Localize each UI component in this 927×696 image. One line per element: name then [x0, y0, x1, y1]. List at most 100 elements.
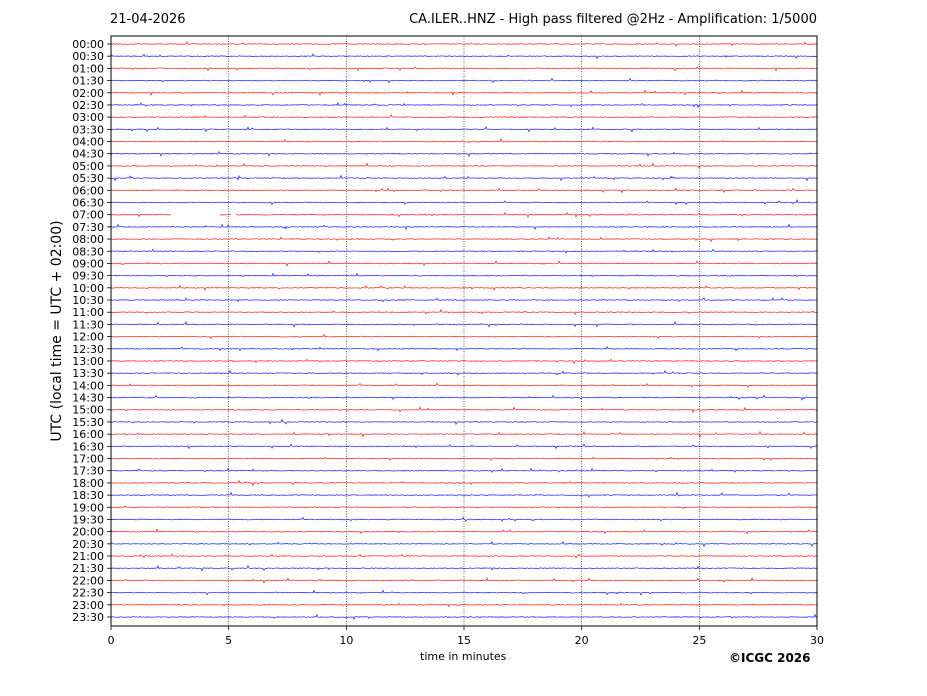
y-tick-label: 06:00 — [72, 184, 104, 197]
y-tick-label: 07:00 — [72, 209, 104, 222]
trace-1530 — [110, 418, 818, 426]
y-tick-label: 13:00 — [72, 355, 104, 368]
y-tick-label: 23:00 — [72, 599, 104, 612]
y-tick-label: 04:00 — [72, 136, 104, 149]
y-tick-label: 21:30 — [72, 562, 104, 575]
y-tick-label: 12:00 — [72, 331, 104, 344]
trace-0200 — [110, 89, 817, 97]
trace-0930 — [110, 272, 818, 278]
y-tick-label: 17:00 — [72, 453, 104, 466]
x-tick-label: 10 — [339, 634, 353, 647]
y-tick-label: 13:30 — [72, 367, 104, 380]
trace-1030 — [110, 297, 818, 303]
trace-0730 — [110, 223, 818, 231]
y-tick-label: 11:00 — [72, 306, 104, 319]
x-tick-label: 5 — [225, 634, 232, 647]
trace-0500 — [110, 162, 818, 169]
trace-1300 — [110, 358, 818, 365]
trace-1900 — [110, 505, 818, 510]
y-tick-label: 03:30 — [72, 123, 104, 136]
x-axis-label: time in minutes — [420, 650, 507, 663]
y-tick-label: 05:00 — [72, 160, 104, 173]
trace-1100 — [110, 308, 818, 316]
y-tick-label: 01:30 — [72, 75, 104, 88]
trace-1830 — [110, 491, 818, 498]
trace-2130 — [110, 564, 818, 572]
trace-1400 — [110, 382, 818, 388]
y-tick-label: 12:30 — [72, 343, 104, 356]
y-tick-label: 03:00 — [72, 111, 104, 124]
x-tick-label: 25 — [692, 634, 706, 647]
y-tick-label: 22:30 — [72, 587, 104, 600]
trace-2300 — [110, 602, 818, 608]
y-tick-label: 05:30 — [72, 172, 104, 185]
y-tick-label: 17:30 — [72, 465, 104, 478]
y-tick-label: 18:00 — [72, 477, 104, 490]
trace-0700 — [110, 211, 818, 219]
trace-0630 — [110, 199, 818, 206]
y-tick-label: 08:30 — [72, 245, 104, 258]
y-tick-label: 19:30 — [72, 513, 104, 526]
trace-1730 — [110, 467, 818, 474]
trace-0230 — [110, 102, 817, 109]
y-tick-label: 07:30 — [72, 221, 104, 234]
y-tick-label: 18:30 — [72, 489, 104, 502]
chart-title: CA.ILER..HNZ - High pass filtered @2Hz -… — [409, 12, 817, 27]
x-tick-label: 0 — [108, 634, 115, 647]
y-tick-label: 00:00 — [72, 38, 104, 51]
trace-0300 — [110, 113, 818, 119]
trace-1500 — [110, 406, 818, 414]
y-axis-label: UTC (local time = UTC + 02:00) — [49, 220, 65, 442]
y-tick-label: 22:00 — [72, 574, 104, 587]
trace-1200 — [110, 333, 818, 340]
y-tick-label: 19:00 — [72, 501, 104, 514]
trace-1230 — [110, 345, 818, 352]
y-tick-label: 09:00 — [72, 257, 104, 270]
y-tick-label: 02:30 — [72, 99, 104, 112]
trace-1430 — [110, 394, 818, 401]
y-tick-label: 15:00 — [72, 404, 104, 417]
trace-1130 — [110, 320, 818, 328]
trace-1630 — [110, 443, 818, 450]
trace-2000 — [110, 528, 818, 535]
date-label: 21-04-2026 — [110, 12, 186, 27]
copyright: ©ICGC 2026 — [729, 651, 811, 665]
trace-2030 — [110, 540, 818, 548]
trace-2230 — [111, 589, 818, 596]
y-tick-label: 06:30 — [72, 196, 104, 209]
trace-0530 — [110, 174, 818, 182]
trace-0330 — [110, 125, 818, 133]
trace-1330 — [110, 369, 818, 376]
trace-0800 — [110, 236, 818, 243]
trace-0600 — [110, 187, 818, 194]
y-tick-label: 23:30 — [72, 611, 104, 624]
trace-1700 — [110, 456, 818, 461]
trace-2200 — [110, 576, 818, 584]
trace-0430 — [110, 151, 818, 158]
y-tick-label: 21:00 — [72, 550, 104, 563]
y-tick-label: 02:00 — [72, 87, 104, 100]
y-tick-label: 16:00 — [72, 428, 104, 441]
trace-0000 — [110, 41, 818, 47]
y-tick-label: 10:30 — [72, 294, 104, 307]
y-tick-label: 14:30 — [72, 392, 104, 405]
trace-1930 — [110, 516, 818, 522]
trace-0130 — [110, 77, 818, 84]
y-tick-label: 09:30 — [72, 270, 104, 283]
y-tick-label: 10:00 — [72, 282, 104, 295]
trace-0100 — [110, 66, 818, 72]
y-tick-label: 00:30 — [72, 50, 104, 63]
trace-1800 — [110, 479, 818, 487]
y-tick-label: 14:00 — [72, 379, 104, 392]
y-tick-label: 04:30 — [72, 148, 104, 161]
trace-1600 — [110, 430, 818, 438]
trace-0830 — [110, 248, 818, 254]
trace-2100 — [110, 553, 818, 559]
y-tick-label: 20:30 — [72, 538, 104, 551]
trace-0030 — [110, 53, 818, 60]
trace-0900 — [110, 260, 818, 267]
trace-2330 — [110, 613, 818, 621]
y-tick-label: 01:00 — [72, 62, 104, 75]
trace-1000 — [110, 284, 818, 292]
